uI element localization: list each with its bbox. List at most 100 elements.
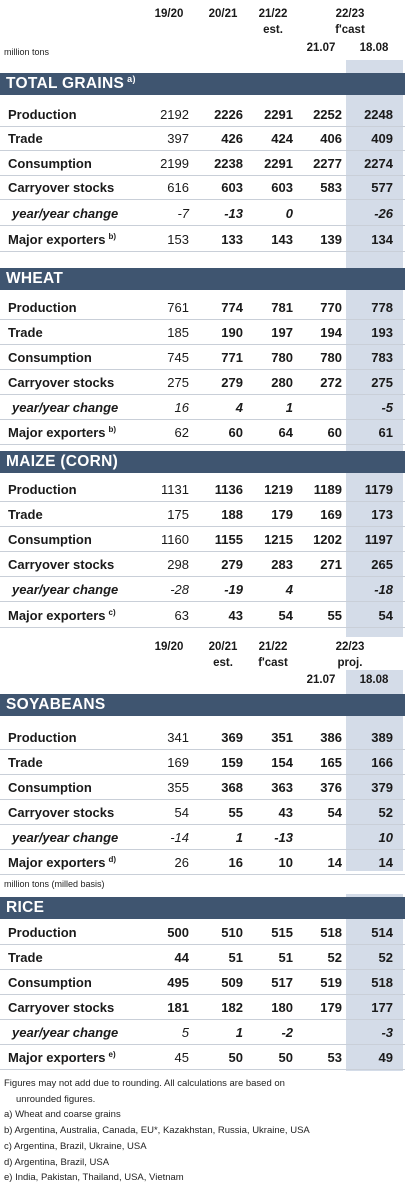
value-cell: 379 (371, 780, 393, 795)
carryover-stocks-row: Carryover stocks 616 603 603 583 577 (0, 176, 405, 200)
column-header: 19/20 20/21 21/22 est. 22/23 f'cast 21.0… (0, 8, 405, 64)
value-cell: -26 (374, 206, 393, 221)
row-label: Trade (8, 325, 43, 340)
value-cell: 169 (167, 755, 189, 770)
unit-label: million tons (4, 47, 50, 57)
value-cell: 51 (278, 950, 293, 965)
row-label: year/year change (12, 206, 118, 221)
section-title: TOTAL GRAINS a) (0, 73, 405, 95)
value-cell: 188 (221, 507, 243, 522)
column-header: 19/20 20/21 est. 21/22 f'cast 22/23 proj… (0, 641, 405, 689)
row-label-text: Production (8, 300, 77, 315)
col-2021-note: est. (213, 657, 233, 669)
carryover-stocks-row: Carryover stocks 54 55 43 54 52 (0, 801, 405, 825)
value-cell: 1189 (313, 482, 342, 497)
row-label: Major exporters c) (8, 608, 116, 623)
value-cell: 2291 (264, 107, 293, 122)
row-label: Trade (8, 131, 43, 146)
value-cell: 179 (271, 507, 293, 522)
row-label-text: Major exporters (8, 855, 106, 870)
value-cell: 194 (320, 325, 342, 340)
value-cell: 275 (371, 375, 393, 390)
row-label-text: Trade (8, 950, 43, 965)
section-title: MAIZE (CORN) (0, 451, 405, 473)
row-label: Consumption (8, 780, 92, 795)
year-change-row: year/year change -7 -13 0 -26 (0, 202, 405, 226)
value-cell: 2192 (160, 107, 189, 122)
value-cell: 272 (320, 375, 342, 390)
production-row: Production 761 774 781 770 778 (0, 296, 405, 320)
value-cell: 139 (320, 232, 342, 247)
value-cell: 52 (327, 950, 342, 965)
value-cell: 10 (278, 855, 293, 870)
value-cell: 265 (371, 557, 393, 572)
major-exporters-row: Major exporters b) 62 60 64 60 61 (0, 421, 405, 445)
col-date-2: 18.08 (359, 674, 389, 686)
row-label: Consumption (8, 156, 92, 171)
row-label-text: Major exporters (8, 232, 106, 247)
value-cell: 2274 (364, 156, 393, 171)
value-cell: 181 (167, 1000, 189, 1015)
value-cell: 2291 (264, 156, 293, 171)
value-cell: 52 (378, 950, 393, 965)
value-cell: 190 (221, 325, 243, 340)
value-cell: 53 (327, 1050, 342, 1065)
value-cell: 363 (271, 780, 293, 795)
trade-row: Trade 185 190 197 194 193 (0, 321, 405, 345)
row-label-text: Production (8, 925, 77, 940)
carryover-stocks-row: Carryover stocks 298 279 283 271 265 (0, 553, 405, 577)
value-cell: 603 (271, 180, 293, 195)
row-label-text: Consumption (8, 350, 92, 365)
major-exporters-row: Major exporters c) 63 43 54 55 54 (0, 604, 405, 628)
value-cell: 185 (167, 325, 189, 340)
value-cell: 406 (320, 131, 342, 146)
value-cell: 43 (228, 608, 243, 623)
value-cell: 771 (221, 350, 243, 365)
value-cell: 159 (221, 755, 243, 770)
value-cell: 2238 (214, 156, 243, 171)
consumption-row: Consumption 745 771 780 780 783 (0, 346, 405, 370)
col-2223: 22/23 (335, 8, 365, 20)
row-label-text: Carryover stocks (8, 805, 115, 820)
value-cell: 193 (371, 325, 393, 340)
row-label: Production (8, 482, 77, 497)
consumption-row: Consumption 495 509 517 519 518 (0, 971, 405, 995)
row-label-text: Consumption (8, 532, 92, 547)
value-cell: 4 (285, 582, 293, 597)
value-cell: 43 (278, 805, 293, 820)
row-label: Major exporters e) (8, 1050, 116, 1065)
footnote: d) Argentina, Brazil, USA (4, 1156, 110, 1168)
value-cell: 1136 (214, 482, 243, 497)
row-label: Carryover stocks (8, 180, 114, 195)
value-cell: 14 (378, 855, 393, 870)
value-cell: 500 (167, 925, 189, 940)
value-cell: 63 (174, 608, 189, 623)
footnote: e) India, Pakistan, Thailand, USA, Vietn… (4, 1172, 184, 1184)
value-cell: -3 (381, 1025, 393, 1040)
value-cell: 355 (167, 780, 189, 795)
section-title-text: MAIZE (CORN) (6, 453, 119, 470)
col-2122: 21/22 (258, 8, 288, 20)
col-2122-note: f'cast (258, 657, 288, 669)
value-cell: 783 (371, 350, 393, 365)
row-label-text: Trade (8, 507, 43, 522)
value-cell: 2252 (313, 107, 342, 122)
row-label-text: Trade (8, 131, 43, 146)
row-label: Major exporters b) (8, 232, 116, 247)
value-cell: 49 (378, 1050, 393, 1065)
trade-row: Trade 169 159 154 165 166 (0, 751, 405, 775)
value-cell: 519 (320, 975, 342, 990)
value-cell: 54 (278, 608, 293, 623)
col-date-2: 18.08 (359, 42, 389, 54)
value-cell: 518 (320, 925, 342, 940)
row-label: year/year change (12, 830, 118, 845)
footnote-ref: d) (108, 854, 117, 864)
row-label-text: year/year change (12, 582, 119, 597)
rounding-note: unrounded figures. (16, 1093, 96, 1105)
value-cell: 770 (320, 300, 342, 315)
row-label: year/year change (12, 400, 118, 415)
value-cell: 369 (221, 730, 243, 745)
value-cell: 2199 (160, 156, 189, 171)
value-cell: 62 (174, 425, 189, 440)
